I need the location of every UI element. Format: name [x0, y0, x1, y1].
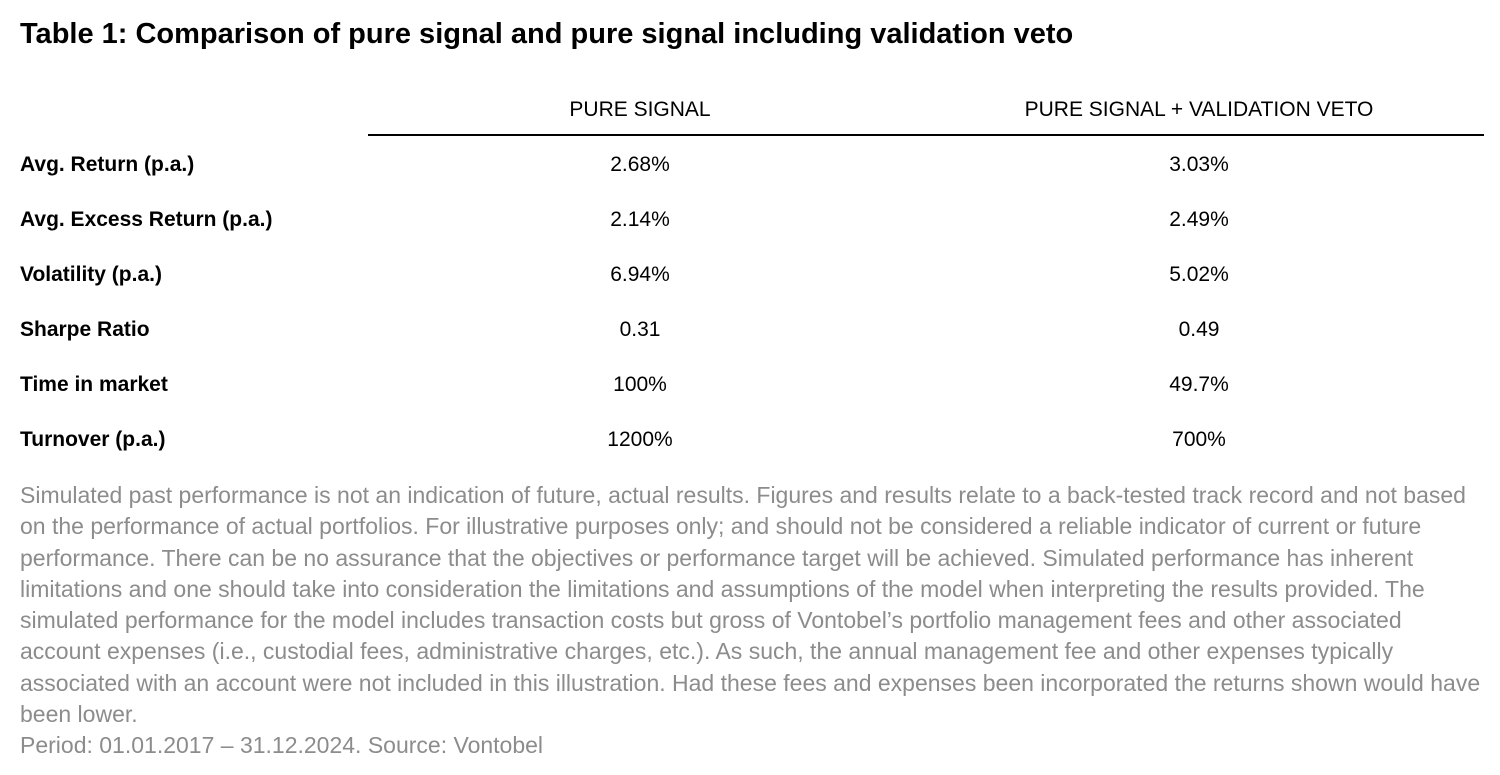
table-row: Turnover (p.a.) 1200% 700%	[20, 411, 1484, 466]
table-cell: 1200%	[607, 428, 673, 451]
row-label: Turnover (p.a.)	[20, 428, 166, 451]
row-label: Volatility (p.a.)	[20, 263, 162, 286]
period-source-note: Period: 01.01.2017 – 31.12.2024. Source:…	[20, 732, 544, 759]
comparison-table: PURE SIGNAL PURE SIGNAL + VALIDATION VET…	[20, 92, 1484, 466]
header-rule	[368, 134, 1484, 136]
table-cell: 0.31	[619, 318, 661, 341]
page-title: Table 1: Comparison of pure signal and p…	[20, 18, 1074, 50]
row-label: Avg. Return (p.a.)	[20, 153, 195, 176]
table-cell: 0.49	[1178, 318, 1220, 341]
table-cell: 6.94%	[610, 263, 670, 286]
row-label: Avg. Excess Return (p.a.)	[20, 208, 273, 231]
table-cell: 3.03%	[1169, 153, 1229, 176]
table-row: Sharpe Ratio 0.31 0.49	[20, 301, 1484, 356]
column-header-pure-signal: PURE SIGNAL	[569, 98, 711, 121]
table-header-row: PURE SIGNAL PURE SIGNAL + VALIDATION VET…	[20, 92, 1484, 136]
table-cell: 5.02%	[1169, 263, 1229, 286]
table-cell: 100%	[613, 373, 667, 396]
table-cell: 2.68%	[610, 153, 670, 176]
table-row: Avg. Return (p.a.) 2.68% 3.03%	[20, 136, 1484, 191]
disclaimer-text: Simulated past performance is not an ind…	[20, 482, 1481, 728]
row-label: Time in market	[20, 373, 168, 396]
table-cell: 700%	[1172, 428, 1226, 451]
column-header-pure-signal-validation-veto: PURE SIGNAL + VALIDATION VETO	[1024, 98, 1374, 121]
table-cell: 2.14%	[610, 208, 670, 231]
row-label: Sharpe Ratio	[20, 318, 150, 341]
table-row: Volatility (p.a.) 6.94% 5.02%	[20, 246, 1484, 301]
disclaimer-footnote: Simulated past performance is not an ind…	[20, 480, 1485, 762]
table-cell: 2.49%	[1169, 208, 1229, 231]
table-row: Time in market 100% 49.7%	[20, 356, 1484, 411]
table-row: Avg. Excess Return (p.a.) 2.14% 2.49%	[20, 191, 1484, 246]
table-cell: 49.7%	[1169, 373, 1229, 396]
